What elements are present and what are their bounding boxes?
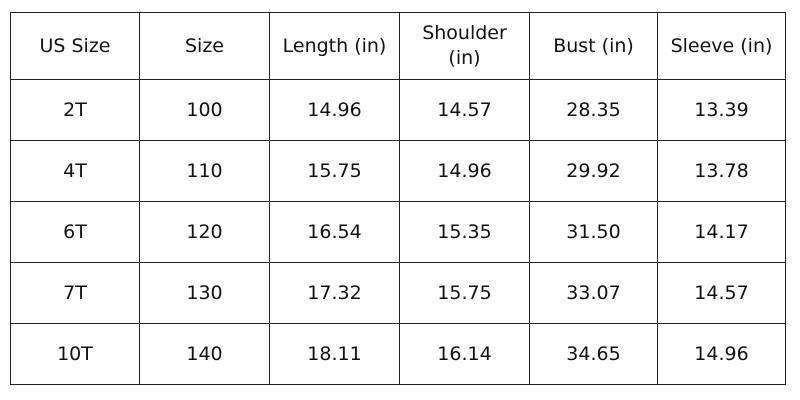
table-cell: 14.57 [657, 262, 786, 324]
header-cell: Shoulder (in) [399, 12, 530, 80]
table-cell: 14.17 [657, 201, 786, 263]
header-cell: US Size [10, 12, 140, 80]
table-cell: 31.50 [529, 201, 658, 263]
table-cell: 34.65 [529, 323, 658, 385]
table-cell: 28.35 [529, 79, 658, 141]
table-cell: 4T [10, 140, 140, 202]
table-row: 6T 120 16.54 15.35 31.50 14.17 [10, 201, 786, 263]
table-cell: 14.96 [657, 323, 786, 385]
table-row: 2T 100 14.96 14.57 28.35 13.39 [10, 79, 786, 141]
table-cell: 14.96 [269, 79, 400, 141]
table-cell: 15.35 [399, 201, 530, 263]
table-cell: 2T [10, 79, 140, 141]
table-cell: 16.54 [269, 201, 400, 263]
table-cell: 33.07 [529, 262, 658, 324]
table-cell: 13.39 [657, 79, 786, 141]
table-cell: 15.75 [269, 140, 400, 202]
table-row: 4T 110 15.75 14.96 29.92 13.78 [10, 140, 786, 202]
table-cell: 130 [139, 262, 270, 324]
header-cell: Length (in) [269, 12, 400, 80]
table-cell: 140 [139, 323, 270, 385]
header-cell: Bust (in) [529, 12, 658, 80]
table-cell: 10T [10, 323, 140, 385]
size-chart-table: US Size Size Length (in) Shoulder (in) B… [10, 12, 786, 385]
table-cell: 16.14 [399, 323, 530, 385]
header-cell: Size [139, 12, 270, 80]
table-cell: 15.75 [399, 262, 530, 324]
table-cell: 120 [139, 201, 270, 263]
table-cell: 14.96 [399, 140, 530, 202]
table-cell: 18.11 [269, 323, 400, 385]
table-cell: 13.78 [657, 140, 786, 202]
table-cell: 110 [139, 140, 270, 202]
header-cell: Sleeve (in) [657, 12, 786, 80]
table-cell: 7T [10, 262, 140, 324]
table-row: 7T 130 17.32 15.75 33.07 14.57 [10, 262, 786, 324]
header-row: US Size Size Length (in) Shoulder (in) B… [10, 12, 786, 80]
table-cell: 100 [139, 79, 270, 141]
table-cell: 6T [10, 201, 140, 263]
table-cell: 14.57 [399, 79, 530, 141]
table-row: 10T 140 18.11 16.14 34.65 14.96 [10, 323, 786, 385]
table-cell: 17.32 [269, 262, 400, 324]
table-cell: 29.92 [529, 140, 658, 202]
